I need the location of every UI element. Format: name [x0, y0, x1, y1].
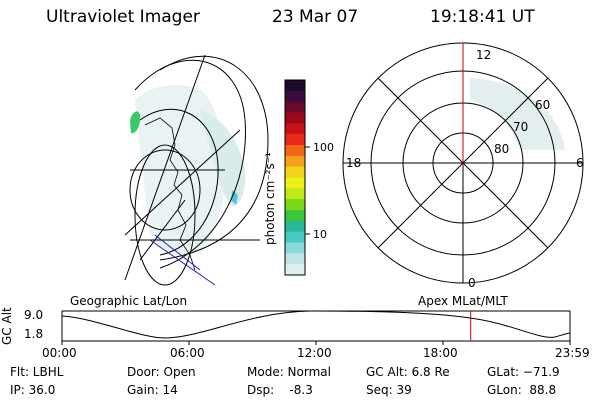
color-scale-bar — [285, 80, 305, 276]
colorbar-segment — [285, 145, 305, 157]
observation-time: 19:18:41 UT — [430, 7, 535, 27]
aurora-cyan-patch — [231, 190, 238, 205]
colorbar-segment — [285, 220, 305, 233]
info-flt: Flt: LBHL — [10, 365, 64, 379]
colorbar-segment — [285, 134, 305, 146]
altitude-plot — [61, 310, 571, 345]
info-glon: GLon: 88.8 — [487, 383, 557, 397]
colorbar-tick-100: 100 — [313, 141, 334, 154]
polar-label-0: 0 — [468, 276, 476, 290]
observation-date: 23 Mar 07 — [272, 7, 359, 27]
gc-alt-axis-label: GC Alt — [0, 307, 14, 345]
info-seq: Seq: 39 — [366, 383, 412, 397]
colorbar-tick-10: 10 — [313, 228, 327, 241]
info-ip: IP: 36.0 — [10, 383, 56, 397]
colorbar-segment — [285, 210, 305, 222]
time-tick-1800: 18:00 — [423, 346, 458, 360]
polar-aurora-blob — [470, 78, 565, 150]
colorbar-segment — [285, 231, 305, 243]
apex-panel-label: Apex MLat/MLT — [418, 294, 508, 308]
lat-label-60: 60 — [535, 98, 551, 112]
info-glat: GLat: −71.9 — [487, 365, 560, 379]
colorbar-unit-label: photon cm⁻²s⁻¹ — [263, 152, 277, 245]
colorbar-segment — [285, 188, 305, 200]
alt-tick-low: 1.8 — [24, 327, 44, 341]
instrument-title: Ultraviolet Imager — [46, 7, 200, 27]
colorbar-segment — [285, 242, 305, 254]
info-gain: Gain: 14 — [127, 383, 178, 397]
polar-label-6: 6 — [576, 156, 584, 170]
polar-mlt-panel — [342, 42, 584, 284]
coastline — [144, 117, 196, 271]
colorbar-segment — [285, 101, 305, 113]
info-mode: Mode: Normal — [247, 365, 331, 379]
info-dsp: Dsp: -8.3 — [247, 383, 313, 397]
colorbar-segment — [285, 199, 305, 211]
polar-label-12: 12 — [476, 48, 492, 62]
polar-label-18: 18 — [346, 156, 362, 170]
colorbar-segment — [285, 177, 305, 189]
info-door: Door: Open — [127, 365, 196, 379]
time-tick-2359: 23:59 — [555, 346, 590, 360]
geographic-panel — [124, 54, 269, 286]
geographic-panel-label: Geographic Lat/Lon — [70, 294, 188, 308]
time-tick-0000: 00:00 — [42, 346, 77, 360]
aurora-blob — [200, 110, 246, 206]
colorbar-segment — [285, 253, 305, 265]
alt-tick-high: 9.0 — [24, 308, 44, 322]
aurora-green-patch — [130, 111, 141, 134]
info-gcalt: GC Alt: 6.8 Re — [366, 365, 450, 379]
colorbar-segment — [285, 90, 305, 103]
time-tick-0600: 06:00 — [170, 346, 205, 360]
colorbar-segment — [285, 264, 305, 276]
colorbar-segment — [285, 80, 305, 92]
lat-label-70: 70 — [513, 120, 529, 134]
colorbar-segment — [285, 155, 305, 168]
time-tick-1200: 12:00 — [297, 346, 332, 360]
colorbar-segment — [285, 166, 305, 178]
colorbar-segment — [285, 123, 305, 135]
colorbar-segment — [285, 112, 305, 124]
aurora-blob — [135, 84, 226, 255]
lat-label-80: 80 — [494, 142, 510, 156]
